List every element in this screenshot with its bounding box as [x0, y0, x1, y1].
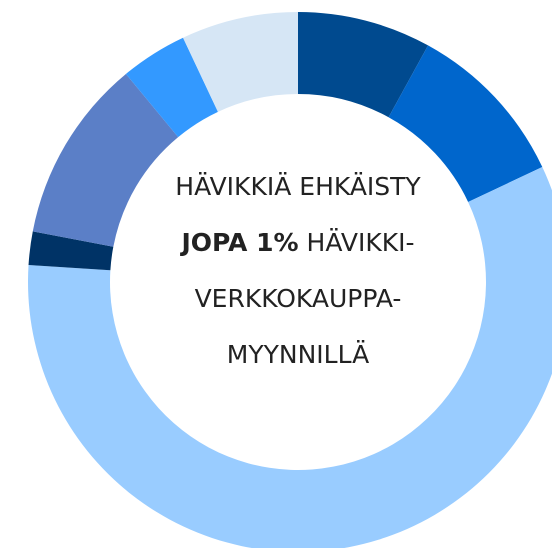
pie-slice	[28, 167, 552, 548]
center-text: MYYNNILLÄ	[227, 340, 369, 369]
center-text-part: HÄVIKKIÄ EHKÄISTY	[175, 172, 421, 201]
center-text-bold: JOPA 1%	[179, 228, 298, 257]
center-text-part: MYYNNILLÄ	[227, 340, 369, 369]
pie-slice	[183, 12, 298, 112]
center-text-part: VERKKOKAUPPA-	[195, 284, 402, 313]
center-text-part: HÄVIKKI-	[307, 228, 415, 257]
pie-slice	[388, 45, 543, 202]
center-text: VERKKOKAUPPA-	[195, 284, 402, 313]
pie-slice	[28, 231, 114, 271]
pie-slice	[125, 37, 218, 138]
center-text: HÄVIKKIÄ EHKÄISTY	[175, 172, 421, 201]
center-text: JOPA 1% HÄVIKKI-	[179, 228, 414, 257]
pie-slice	[298, 12, 429, 118]
pie-slice	[32, 73, 179, 247]
